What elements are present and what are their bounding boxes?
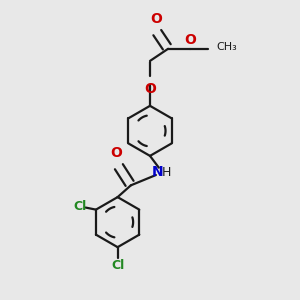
- Text: CH₃: CH₃: [217, 42, 237, 52]
- Text: O: O: [184, 33, 196, 47]
- Text: H: H: [162, 166, 172, 178]
- Text: O: O: [144, 82, 156, 96]
- Text: Cl: Cl: [73, 200, 86, 213]
- Text: O: O: [150, 12, 162, 26]
- Text: N: N: [152, 165, 163, 179]
- Text: Cl: Cl: [111, 259, 124, 272]
- Text: O: O: [110, 146, 122, 160]
